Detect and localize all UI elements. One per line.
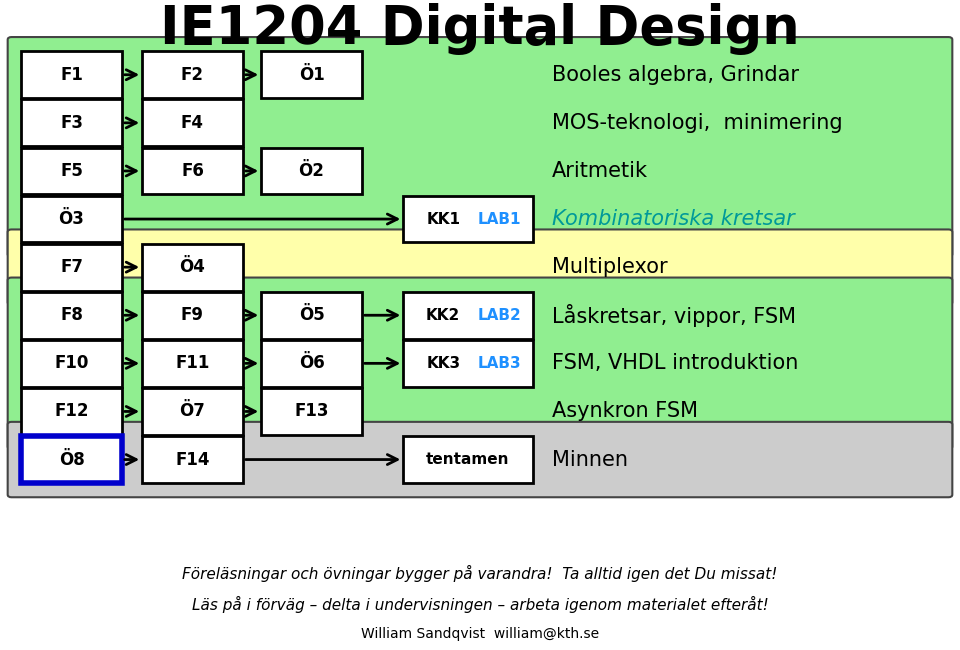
Text: LAB3: LAB3	[478, 356, 521, 371]
Text: F4: F4	[181, 114, 204, 132]
Text: Ö1: Ö1	[299, 66, 324, 84]
Text: Låskretsar, vippor, FSM: Låskretsar, vippor, FSM	[552, 304, 796, 327]
Bar	[142, 388, 243, 435]
Text: F13: F13	[295, 402, 328, 421]
Text: F10: F10	[55, 354, 88, 372]
Text: F8: F8	[60, 306, 83, 324]
Bar	[21, 148, 122, 194]
Text: F1: F1	[60, 66, 83, 84]
Bar	[142, 244, 243, 291]
Bar	[403, 340, 533, 387]
Bar	[21, 292, 122, 339]
Text: MOS-teknologi,  minimering: MOS-teknologi, minimering	[552, 113, 843, 133]
Bar	[142, 99, 243, 146]
Text: Ö4: Ö4	[180, 258, 205, 276]
Text: Läs på i förväg – delta i undervisningen – arbeta igenom materialet efteråt!: Läs på i förväg – delta i undervisningen…	[192, 596, 768, 613]
Text: F6: F6	[181, 162, 204, 180]
Text: F14: F14	[176, 450, 209, 469]
Bar	[142, 292, 243, 339]
Bar	[142, 51, 243, 98]
Text: Kombinatoriska kretsar: Kombinatoriska kretsar	[552, 209, 795, 229]
FancyBboxPatch shape	[8, 278, 952, 449]
Bar	[21, 99, 122, 146]
Bar	[261, 292, 362, 339]
Text: Ö5: Ö5	[299, 306, 324, 324]
Bar	[261, 340, 362, 387]
Text: LAB1: LAB1	[478, 211, 521, 227]
Bar	[261, 51, 362, 98]
Bar	[142, 436, 243, 483]
Text: F5: F5	[60, 162, 83, 180]
Text: F3: F3	[60, 114, 83, 132]
Text: LAB2: LAB2	[478, 307, 521, 323]
Text: KK1: KK1	[426, 211, 461, 227]
Text: Ö2: Ö2	[299, 162, 324, 180]
Bar	[21, 51, 122, 98]
Text: F9: F9	[181, 306, 204, 324]
FancyBboxPatch shape	[8, 229, 952, 305]
FancyBboxPatch shape	[8, 422, 952, 497]
Bar	[142, 148, 243, 194]
Text: F11: F11	[176, 354, 209, 372]
Bar	[261, 148, 362, 194]
Bar	[21, 340, 122, 387]
Text: F2: F2	[181, 66, 204, 84]
Bar	[21, 388, 122, 435]
Text: Booles algebra, Grindar: Booles algebra, Grindar	[552, 65, 799, 84]
Text: F12: F12	[55, 402, 88, 421]
Text: F7: F7	[60, 258, 83, 276]
Text: IE1204 Digital Design: IE1204 Digital Design	[160, 3, 800, 55]
Text: tentamen: tentamen	[426, 452, 510, 467]
Bar	[21, 244, 122, 291]
Text: KK3: KK3	[426, 356, 461, 371]
Bar	[403, 436, 533, 483]
Text: Multiplexor: Multiplexor	[552, 257, 667, 277]
Text: FSM, VHDL introduktion: FSM, VHDL introduktion	[552, 354, 799, 373]
Text: Asynkron FSM: Asynkron FSM	[552, 402, 698, 421]
Text: Ö8: Ö8	[59, 450, 84, 469]
Text: Föreläsningar och övningar bygger på varandra!  Ta alltid igen det Du missat!: Föreläsningar och övningar bygger på var…	[182, 565, 778, 582]
Text: Minnen: Minnen	[552, 450, 628, 469]
Text: Ö7: Ö7	[180, 402, 205, 421]
FancyBboxPatch shape	[8, 37, 952, 257]
Text: Aritmetik: Aritmetik	[552, 161, 648, 181]
Bar	[21, 436, 122, 483]
Bar	[403, 292, 533, 339]
Text: KK2: KK2	[426, 307, 461, 323]
Bar	[261, 388, 362, 435]
Text: Ö3: Ö3	[59, 210, 84, 228]
Bar	[21, 196, 122, 242]
Bar	[403, 196, 533, 242]
Text: William Sandqvist  william@kth.se: William Sandqvist william@kth.se	[361, 627, 599, 641]
Text: Ö6: Ö6	[299, 354, 324, 372]
Bar	[142, 340, 243, 387]
